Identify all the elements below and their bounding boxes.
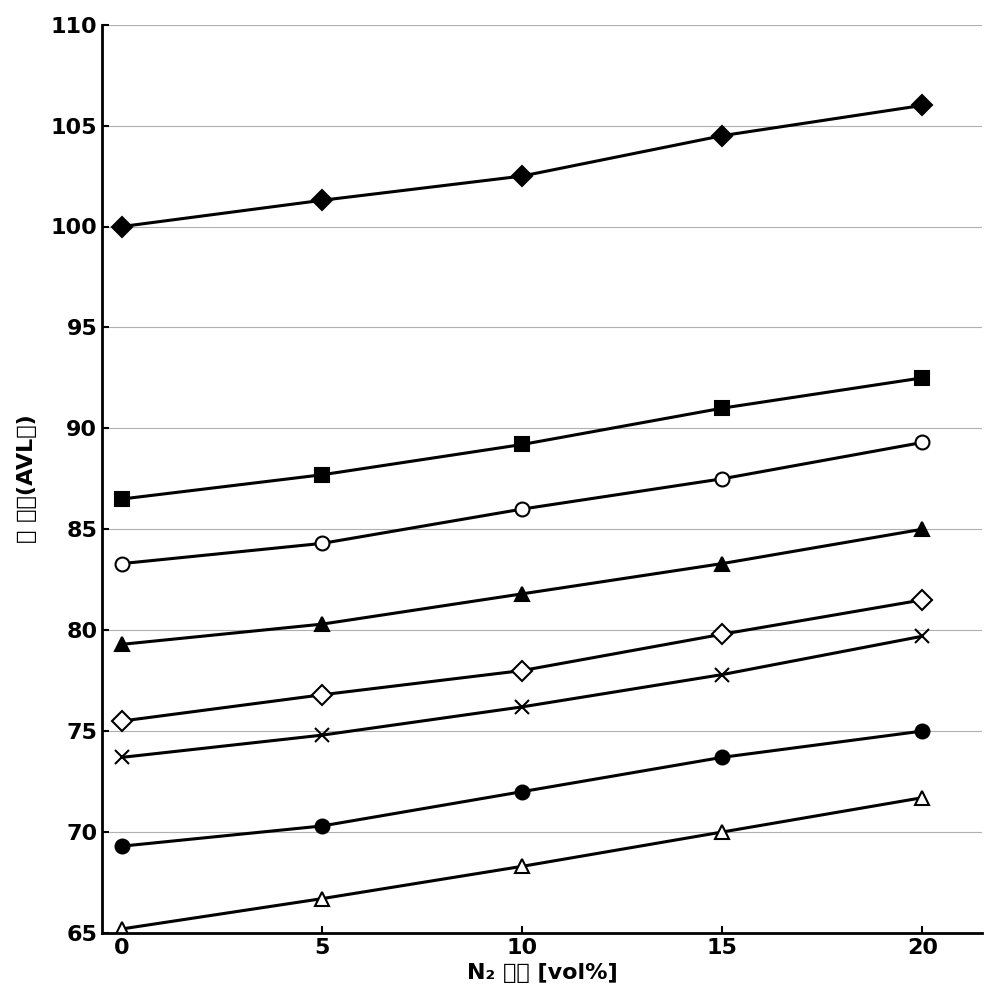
X-axis label: N₂ 浓度 [vol%]: N₂ 浓度 [vol%]	[467, 963, 617, 983]
Y-axis label: 甲 烷値(AVL値): 甲 烷値(AVL値)	[17, 414, 37, 543]
